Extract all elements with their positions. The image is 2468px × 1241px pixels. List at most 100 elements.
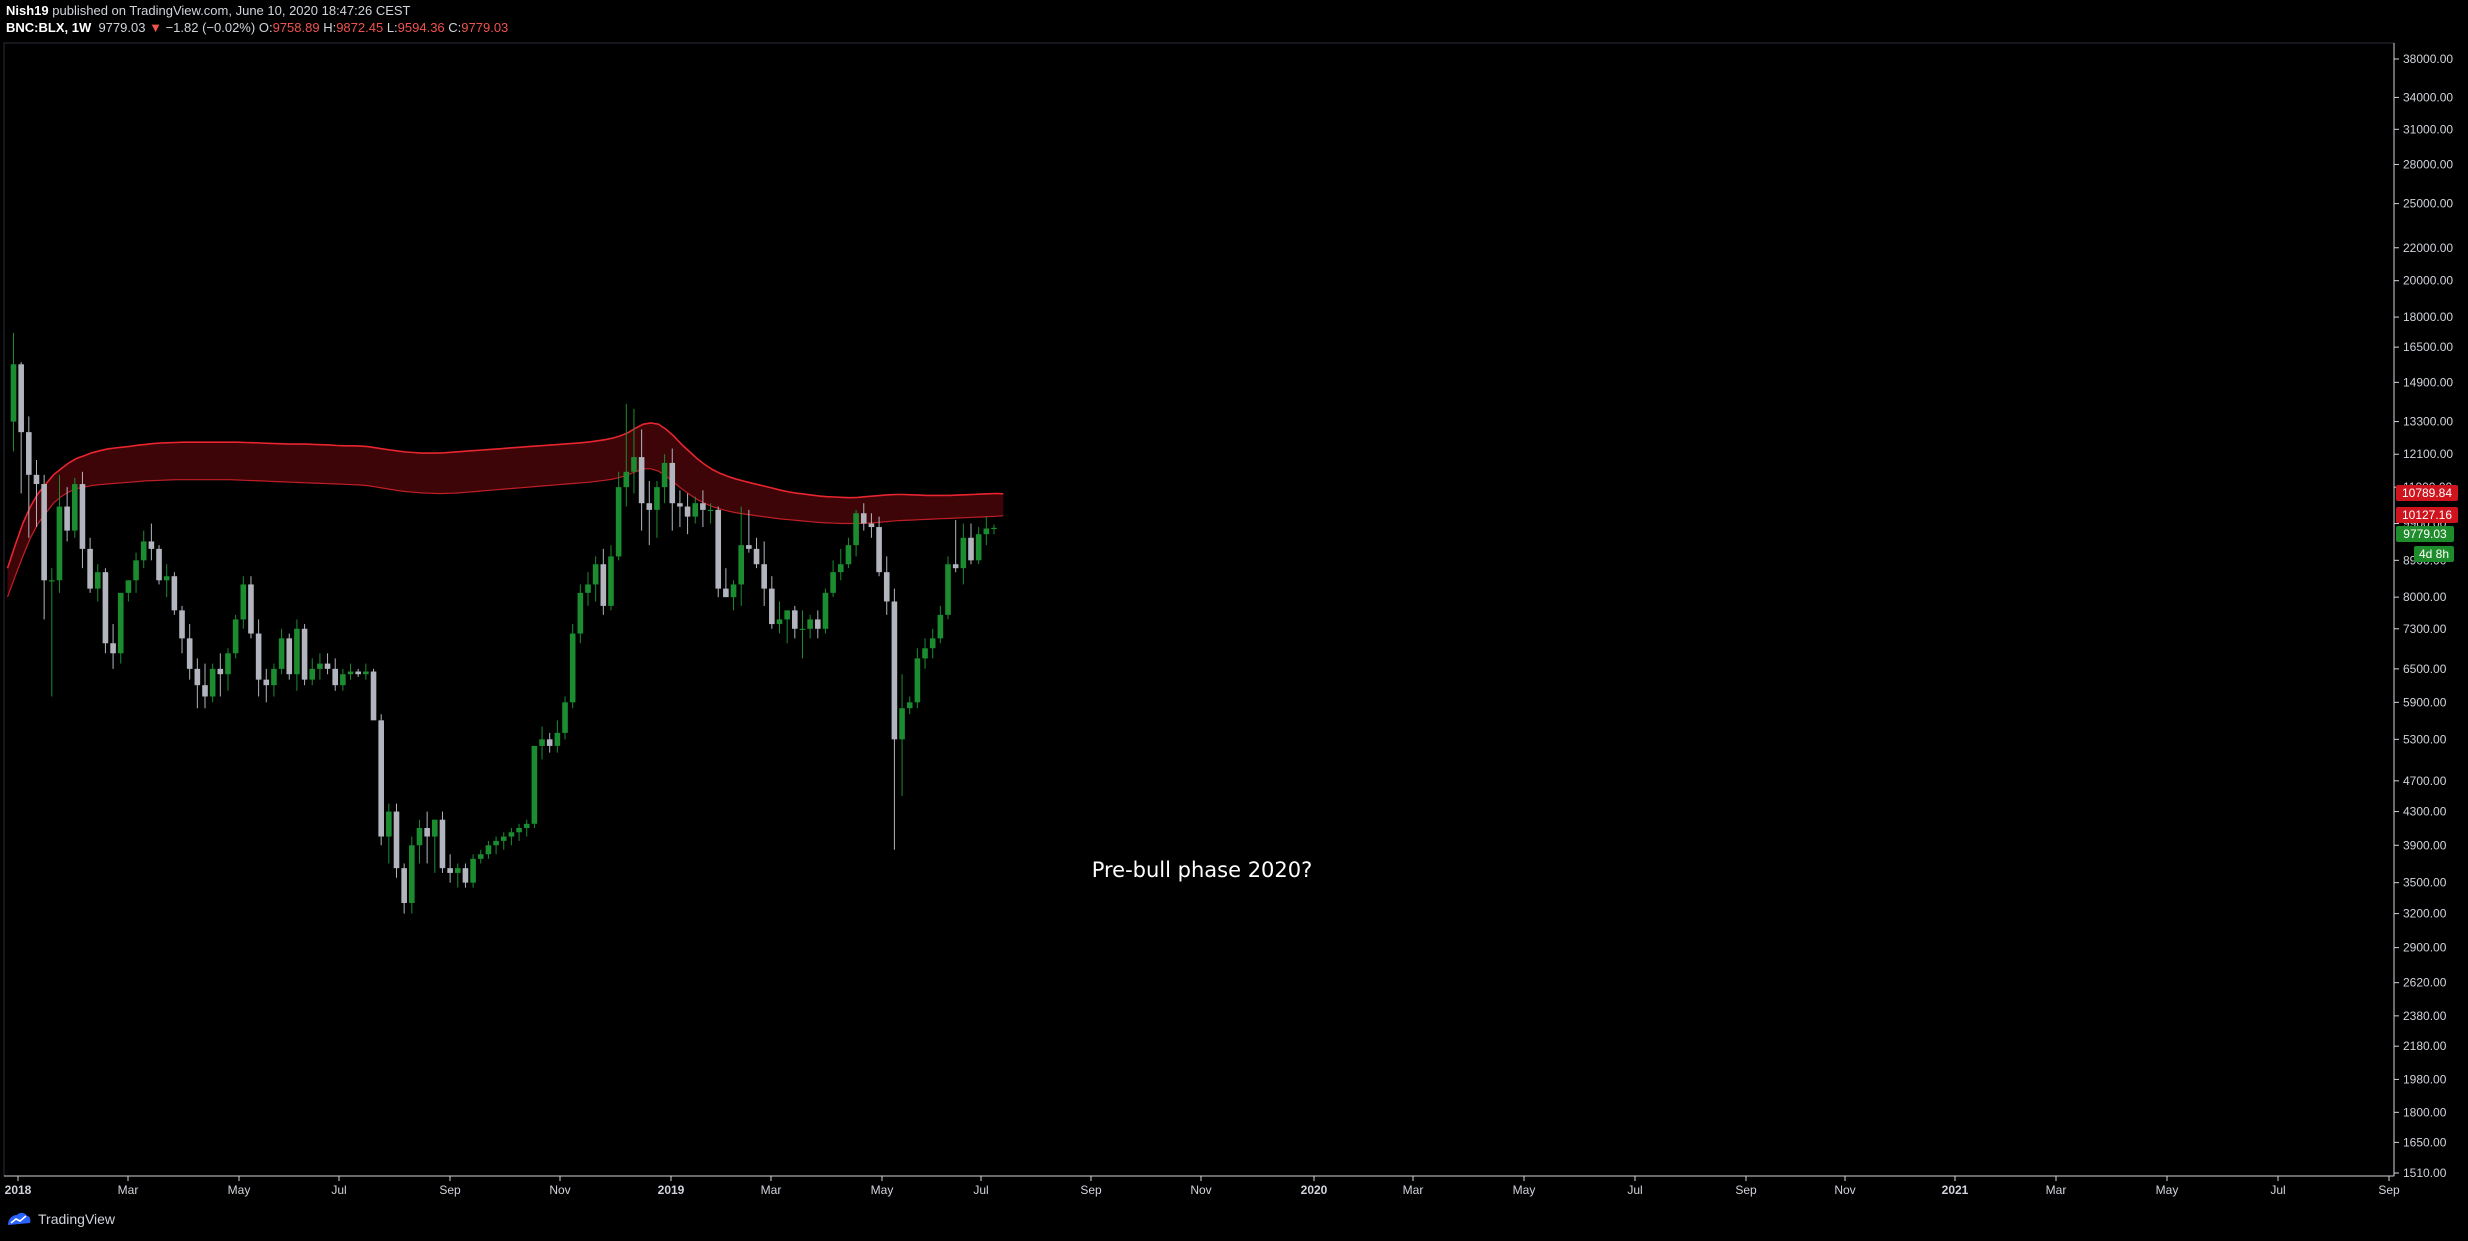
candle[interactable] [225,648,231,691]
candle[interactable] [439,811,446,873]
candle[interactable] [523,819,530,837]
price-axis[interactable]: 38000.00 34000.00 31000.00 28000.00 25000.00… [2394,52,2453,1180]
candle[interactable] [186,624,193,680]
candle[interactable] [447,854,453,883]
candle[interactable] [738,506,744,606]
candle[interactable] [562,696,568,740]
candle[interactable] [799,610,806,659]
candle[interactable] [117,592,124,664]
candle[interactable] [79,471,86,569]
candle[interactable] [975,527,982,565]
candle[interactable] [952,520,959,573]
candle[interactable] [937,605,944,644]
candle[interactable] [968,523,974,565]
candle[interactable] [853,509,859,557]
candle[interactable] [462,863,469,888]
candle[interactable] [891,588,898,850]
candle[interactable] [669,448,676,531]
candle[interactable] [370,668,377,721]
candle[interactable] [815,610,821,639]
candle[interactable] [286,633,293,680]
candle[interactable] [294,619,300,691]
candle[interactable] [163,564,170,598]
candle[interactable] [837,548,844,581]
candle[interactable] [631,408,637,494]
candle[interactable] [822,588,829,634]
candle[interactable] [278,628,285,675]
candle[interactable] [102,568,109,654]
candle[interactable] [899,674,905,796]
candle[interactable] [140,530,147,569]
candle[interactable] [692,496,699,524]
candle[interactable] [684,493,691,535]
candle[interactable] [715,506,722,598]
candle[interactable] [49,568,55,697]
candle[interactable] [991,524,997,535]
candle[interactable] [554,720,561,753]
candle[interactable] [454,863,461,888]
candle[interactable] [646,480,653,546]
candle[interactable] [784,610,790,644]
candle[interactable] [753,537,760,569]
candle[interactable] [148,523,155,561]
symbol-label[interactable]: BNC:BLX, 1W [6,20,92,35]
candle[interactable] [301,624,308,686]
footer-brand[interactable]: TradingView [38,1211,116,1227]
candle[interactable] [592,556,599,602]
candle[interactable] [56,474,63,593]
candle[interactable] [18,362,24,494]
candle[interactable] [71,477,78,538]
candle[interactable] [876,516,882,577]
candle[interactable] [654,480,660,538]
candle[interactable] [600,548,607,615]
candle[interactable] [317,653,323,680]
candle[interactable] [355,668,361,677]
candle[interactable] [416,819,423,864]
candle[interactable] [110,624,116,669]
candle[interactable] [240,576,247,629]
candle[interactable] [922,638,928,669]
candle[interactable] [615,471,622,561]
candle[interactable] [883,556,890,615]
candle[interactable] [179,605,185,654]
candle[interactable] [906,696,913,715]
candle[interactable] [194,658,201,709]
candle[interactable] [516,823,522,841]
candle[interactable] [217,653,224,697]
candle[interactable] [340,668,346,691]
candle[interactable] [860,503,867,531]
candle[interactable] [432,819,438,873]
candle[interactable] [87,537,93,593]
candle[interactable] [792,605,798,639]
candle[interactable] [26,416,32,538]
candle[interactable] [531,745,538,829]
candle[interactable] [133,552,139,593]
candle[interactable] [125,580,132,602]
candle[interactable] [309,658,316,686]
candle[interactable] [945,556,951,620]
candle[interactable] [723,568,729,598]
candle[interactable] [10,332,17,452]
candle[interactable] [209,663,216,703]
candle[interactable] [248,576,254,639]
candle[interactable] [232,614,239,659]
annotation-text[interactable]: Pre-bull phase 2020? [1092,858,1313,882]
time-axis[interactable]: 2018 Mar May Jul Sep Nov 2019 Mar May Jul Sep Nov 20… [5,1176,2400,1197]
candle[interactable] [324,653,331,675]
candle[interactable] [746,509,752,553]
candle[interactable] [661,454,668,504]
candle[interactable] [202,663,208,709]
candle[interactable] [623,403,630,507]
candle[interactable] [64,487,70,542]
candle[interactable] [539,726,545,760]
candle[interactable] [500,832,507,850]
candle[interactable] [776,601,783,634]
candle[interactable] [508,828,515,846]
candle[interactable] [386,803,392,864]
candle[interactable] [485,840,492,859]
candle[interactable] [546,732,553,753]
candle[interactable] [769,576,775,629]
tradingview-logo-icon[interactable] [6,1211,32,1227]
candle[interactable] [577,584,584,644]
